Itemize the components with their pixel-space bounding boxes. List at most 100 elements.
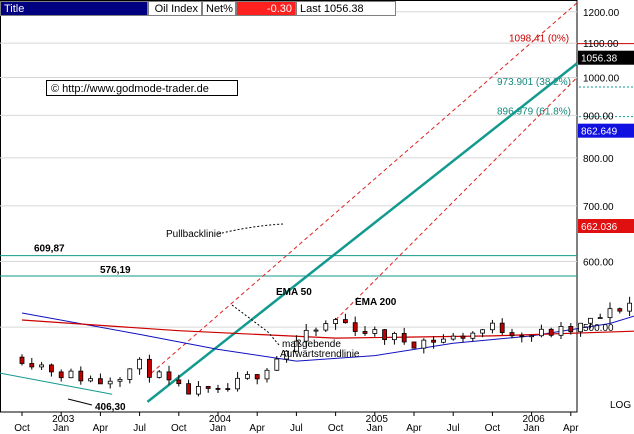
channel-mid-line: [335, 77, 578, 321]
candle-body: [460, 335, 466, 339]
x-tick-label: Oct: [328, 423, 344, 434]
trendline-label-1: maßgebende: [282, 339, 341, 350]
ema50-label: EMA 50: [276, 287, 312, 298]
candle-body: [225, 388, 231, 390]
candle-body: [303, 329, 309, 342]
year-label: 2005: [366, 414, 389, 425]
candle-body: [88, 378, 93, 382]
support-level-label: 609,87: [34, 244, 65, 255]
candle-body: [19, 356, 25, 364]
ema200-label: EMA 200: [355, 297, 397, 308]
indicator-lines: [0, 2, 634, 403]
candle-body: [588, 317, 593, 324]
fib-level-label: 1098.41 (0%): [509, 34, 569, 45]
candle-body: [68, 370, 74, 379]
y-tick-label: 1100.00: [583, 39, 619, 50]
candle-body: [293, 340, 299, 352]
ema50-badge-bg: [578, 123, 634, 138]
net-label: Net%: [206, 3, 233, 15]
candle-body: [78, 370, 84, 382]
candle-body: [333, 319, 339, 324]
candle-body: [166, 371, 172, 381]
candle-body: [450, 335, 456, 340]
title-label: Title: [4, 3, 25, 15]
y-tick-label: 1200.00: [583, 8, 620, 19]
candle-body: [352, 322, 358, 332]
last-price-badge-bg: [578, 50, 634, 65]
year-label: 2003: [52, 414, 75, 425]
candle-body: [264, 369, 270, 380]
candle-body: [205, 386, 211, 389]
x-tick-label: Jan: [210, 423, 226, 434]
trendline-label-2: Aufwärtstrendlinie: [280, 349, 360, 360]
candle-body: [597, 317, 603, 319]
x-tick-label: Oct: [485, 423, 501, 434]
low-label: 406,30: [95, 402, 126, 413]
x-tick-label: Apr: [563, 423, 579, 434]
net-label-cell: Net%: [202, 1, 236, 16]
x-tick-label: Oct: [14, 423, 30, 434]
y-axis: 500.00 600.00 700.00 800.00 900.00 1000.00 110…: [578, 8, 634, 411]
last-value: 1056.38: [323, 3, 364, 15]
y-tick-label: 900.00: [583, 111, 614, 122]
candle-body: [627, 302, 632, 312]
price-bars: [19, 296, 632, 397]
candle-body: [117, 379, 123, 382]
year-label: 2006: [522, 414, 545, 425]
candle-body: [382, 329, 388, 341]
chart-header: Title Oil Index Net% -0.30 Last 1056.38: [0, 0, 577, 18]
candle-body: [568, 326, 574, 333]
candle-body: [539, 328, 544, 337]
candle-body: [480, 329, 486, 334]
candle-body: [499, 322, 505, 333]
candle-body: [58, 371, 64, 379]
y-tick-label: 600.00: [583, 257, 614, 268]
candle-body: [548, 328, 554, 336]
candle-body: [98, 378, 103, 385]
candle-body: [107, 380, 113, 385]
candle-body: [519, 335, 525, 338]
annotations: Pullbacklinie EMA 50 EMA 200 maßgebendeAufw…: [67, 223, 397, 413]
candle-body: [176, 379, 182, 385]
candle-body: [235, 377, 241, 390]
low-pointer: [67, 398, 93, 406]
ema200-badge-text: 662.036: [581, 222, 618, 233]
pullback-pointer: [217, 223, 284, 235]
x-tick-label: Apr: [93, 423, 109, 434]
x-axis: Oct Jan Apr Jul Oct Jan Apr Jul Oct Jan Apr Jul Oct J…: [14, 412, 579, 434]
candle-body: [362, 331, 368, 334]
candle-body: [470, 332, 476, 339]
candle-body: [529, 335, 534, 338]
candle-body: [156, 371, 162, 378]
y-tick-label: 500.00: [583, 323, 614, 334]
candle-body: [509, 332, 515, 337]
x-tick-label: Apr: [406, 423, 422, 434]
ema200-line: [21, 319, 634, 339]
ema50-badge-text: 862.649: [581, 127, 618, 138]
candle-body: [137, 358, 143, 370]
last-cell: Last 1056.38: [296, 1, 396, 16]
candle-body: [431, 339, 437, 343]
y-tick-label: 800.00: [583, 154, 614, 165]
y-tick-label: 700.00: [583, 202, 614, 213]
last-label: Last: [300, 3, 321, 15]
last-price-badge-text: 1056.38: [581, 54, 618, 65]
trendline-pointer: [231, 304, 280, 346]
net-value: -0.30: [266, 3, 292, 15]
candle-body: [186, 383, 192, 395]
candle-body: [127, 368, 133, 380]
candle-body: [215, 388, 221, 390]
candle-body: [254, 374, 260, 380]
candle-body: [274, 358, 280, 371]
x-tick-label: Jan: [53, 423, 69, 434]
x-tick-label: Oct: [171, 423, 187, 434]
title-cell: Title: [0, 1, 148, 16]
x-tick-label: Jul: [290, 423, 303, 434]
channel-upper-line: [151, 2, 578, 374]
symbol-cell: Oil Index: [148, 1, 202, 16]
candle-body: [195, 386, 201, 395]
candle-body: [49, 364, 54, 373]
log-label: LOG: [610, 400, 631, 411]
